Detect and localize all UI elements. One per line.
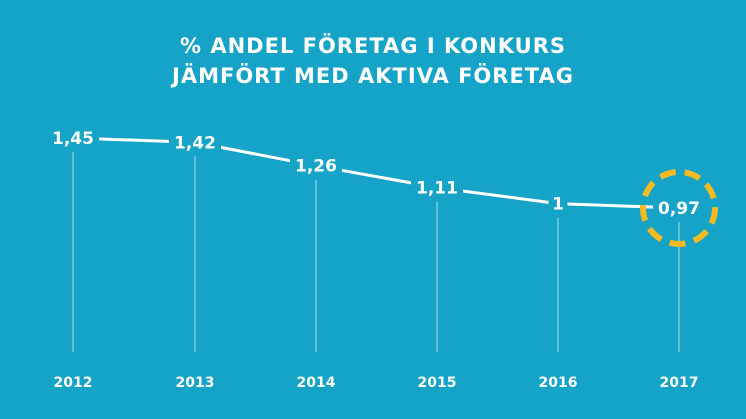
x-tick-label-2012: 2012 — [54, 375, 93, 391]
value-label-2015: 1,11 — [416, 179, 458, 199]
value-label-bg-2014 — [290, 152, 342, 179]
value-label-bg-2017 — [653, 195, 705, 221]
value-label-2012: 1,45 — [52, 129, 94, 149]
value-label-2017: 0,97 — [658, 199, 700, 219]
value-label-2013: 1,42 — [174, 133, 216, 153]
value-label-bg-2016 — [548, 190, 568, 217]
value-label-2014: 1,26 — [295, 157, 337, 177]
chart-title-line2: JÄMFÖRT MED AKTIVA FÖRETAG — [172, 64, 574, 88]
x-tick-label-2017: 2017 — [660, 375, 699, 391]
value-label-2016: 1 — [552, 195, 564, 215]
series-line — [72, 136, 680, 210]
x-tick-label-2016: 2016 — [539, 375, 578, 391]
value-label-bg-2012 — [47, 125, 99, 151]
x-tick-label-2013: 2013 — [176, 375, 215, 391]
value-label-bg-2015 — [411, 174, 463, 201]
value-label-bg-2013 — [169, 129, 221, 156]
x-tick-label-2015: 2015 — [418, 375, 457, 391]
chart-title-line1: % ANDEL FÖRETAG I KONKURS — [180, 34, 566, 58]
highlight-ring — [640, 169, 718, 247]
x-tick-label-2014: 2014 — [297, 375, 336, 391]
